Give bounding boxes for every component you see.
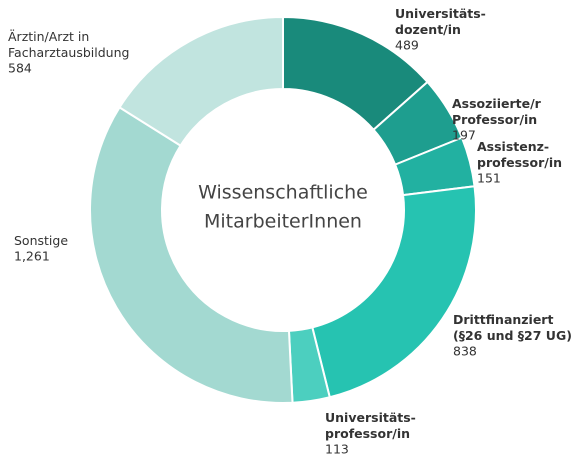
slice-label-line: Ärztin/Arzt in (8, 29, 89, 44)
slice-label-line: professor/in (325, 426, 410, 441)
slice-value: 1,261 (14, 249, 50, 264)
slice-label-line: dozent/in (395, 22, 461, 37)
slice-value: 113 (325, 442, 349, 456)
center-label: MitarbeiterInnen (204, 211, 362, 233)
slice-label: Drittfinanziert (§26 und §27 UG) (453, 312, 572, 343)
slice-label-line: Drittfinanziert (453, 312, 553, 327)
slice-label: Universitäts-dozent/in (395, 6, 486, 37)
slice-label-line: (§26 und §27 UG) (453, 328, 572, 343)
slice-label-line: Sonstige (14, 233, 68, 248)
slice-label-line: Universitäts- (395, 6, 486, 21)
slice-label-line: Assistenz- (477, 139, 549, 154)
slice-value: 489 (395, 38, 419, 53)
slice-label: Ärztin/Arzt in Facharztausbildung (8, 29, 129, 60)
slice-value: 584 (8, 61, 32, 76)
slice-label: Assoziierte/r Professor/in (452, 96, 542, 127)
center-label: Wissenschaftliche (198, 182, 368, 204)
slice-label: Assistenz-professor/in (477, 139, 562, 170)
slice-value: 197 (452, 128, 476, 143)
slice-value: 838 (453, 344, 477, 359)
donut-slice (89, 105, 294, 404)
donut-slice (311, 185, 477, 399)
slice-label: Universitäts-professor/in (325, 410, 416, 441)
slice-value: 151 (477, 171, 501, 186)
slice-label-line: Professor/in (452, 112, 537, 127)
slice-label-line: Facharztausbildung (8, 45, 129, 60)
slice-label-line: Assoziierte/r (452, 96, 542, 111)
slice-label-line: professor/in (477, 155, 562, 170)
slice-label-line: Universitäts- (325, 410, 416, 425)
slice-label: Sonstige (14, 233, 68, 248)
donut-slice (118, 15, 284, 148)
